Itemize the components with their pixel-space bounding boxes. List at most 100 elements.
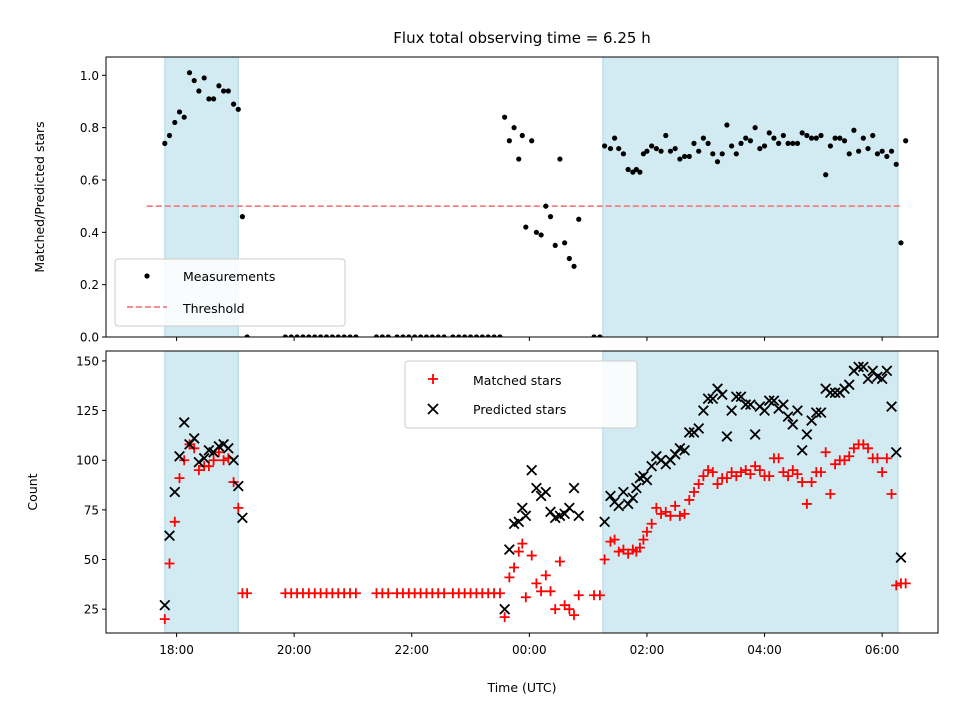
predicted-star-point: [763, 395, 775, 407]
predicted-star-point: [815, 407, 827, 418]
measurement-point: [672, 145, 678, 152]
predicted-star-point: [768, 395, 780, 407]
predicted-star-point: [169, 486, 181, 498]
measurement-point: [186, 70, 193, 76]
predicted-star-point: [526, 464, 538, 476]
measurement-point: [335, 334, 341, 337]
ratio-panel: 0.0 0.2 0.4 0.6 0.8 1.0 Matched/Predicted star…: [32, 56, 939, 345]
measurement-point: [462, 334, 468, 337]
measurement-point: [625, 166, 631, 173]
measurement-point: [612, 135, 618, 141]
measurement-point: [516, 156, 522, 162]
predicted-star-point: [516, 502, 528, 514]
measurement-point: [406, 334, 412, 337]
measurement-point: [766, 130, 772, 136]
matched-star-point: [554, 556, 565, 567]
measurement-point: [860, 135, 866, 141]
measurement-point: [747, 138, 754, 144]
measurement-point: [743, 135, 749, 141]
measurement-point: [691, 140, 697, 146]
matched-star-point: [164, 558, 175, 569]
matched-star-point: [499, 612, 510, 623]
y-tick-label: 0.8: [80, 121, 99, 135]
x-tick-label: 00:00: [512, 643, 547, 657]
axes-frame: [105, 350, 939, 634]
measurement-point: [794, 140, 801, 146]
measurement-point: [571, 263, 577, 269]
predicted-star-point: [740, 399, 752, 411]
predicted-star-point: [886, 401, 897, 413]
measurement-point: [566, 255, 572, 262]
measurement-point: [827, 143, 833, 149]
measurement-point: [733, 151, 739, 157]
measurement-point: [379, 334, 385, 337]
measurement-point: [719, 151, 725, 157]
matched-star-point: [745, 469, 756, 480]
measurement-point: [813, 135, 819, 141]
measurement-point: [441, 334, 447, 337]
measurement-point: [211, 96, 217, 102]
measurement-point: [653, 145, 659, 152]
measurement-point: [851, 127, 857, 133]
measurement-point: [230, 101, 237, 107]
y-tick-label: 0.4: [80, 226, 99, 240]
matched-star-point: [792, 469, 803, 480]
measurement-point: [663, 132, 669, 139]
matched-star-point: [656, 508, 667, 519]
measurement-point: [423, 334, 430, 337]
matched-star-point: [815, 467, 826, 478]
measurement-point: [771, 135, 777, 141]
predicted-star-point: [193, 456, 205, 468]
measurement-point: [562, 240, 568, 246]
x-tick-label: 20:00: [277, 643, 312, 657]
measurement-point: [353, 334, 359, 337]
matched-star-point: [806, 477, 817, 488]
matched-star-point: [703, 465, 714, 476]
matched-star-point: [754, 465, 765, 476]
measurement-point: [879, 148, 885, 154]
predicted-star-point: [164, 530, 175, 542]
measurement-point: [196, 88, 202, 94]
measurement-point: [220, 88, 227, 94]
y-axis-label: Count: [25, 473, 40, 510]
measurement-point: [312, 334, 318, 337]
matched-star-point: [641, 526, 652, 537]
measurement-point: [282, 334, 288, 337]
measurement-point: [799, 130, 805, 136]
y-tick-label: 75: [84, 503, 99, 517]
measurement-point: [681, 153, 688, 160]
observing-window-shade: [602, 350, 899, 634]
y-tick-label: 25: [84, 603, 99, 617]
measurement-point: [888, 148, 895, 154]
predicted-star-point: [735, 391, 747, 403]
matched-star-point: [783, 471, 794, 482]
predicted-star-point: [697, 405, 709, 417]
matched-star-point: [693, 479, 704, 490]
matched-star-point: [900, 578, 911, 589]
matched-star-point: [634, 542, 645, 553]
measurement-point: [677, 156, 683, 162]
legend-label: Measurements: [183, 269, 275, 284]
measurement-point: [591, 334, 597, 337]
x-axis-label: Time (UTC): [486, 680, 556, 695]
measurement-point: [818, 132, 824, 139]
measurement-point: [552, 242, 558, 249]
measurement-point: [785, 140, 791, 146]
measurement-point: [658, 148, 664, 154]
measurement-point: [738, 140, 744, 146]
predicted-star-point: [806, 415, 818, 426]
data-layer: [159, 361, 911, 625]
matched-star-point: [569, 610, 580, 621]
predicted-star-point: [890, 446, 902, 458]
matched-star-point: [721, 473, 732, 484]
y-tick-label: 125: [76, 404, 99, 418]
measurement-point: [485, 334, 491, 337]
matched-star-point: [820, 447, 831, 458]
measurement-point: [616, 145, 622, 152]
matched-star-point: [517, 538, 528, 549]
matched-star-point: [550, 604, 561, 615]
measurement-point: [435, 334, 441, 337]
predicted-star-point: [627, 492, 639, 504]
measurement-point: [597, 334, 603, 337]
measurement-point: [412, 334, 418, 337]
